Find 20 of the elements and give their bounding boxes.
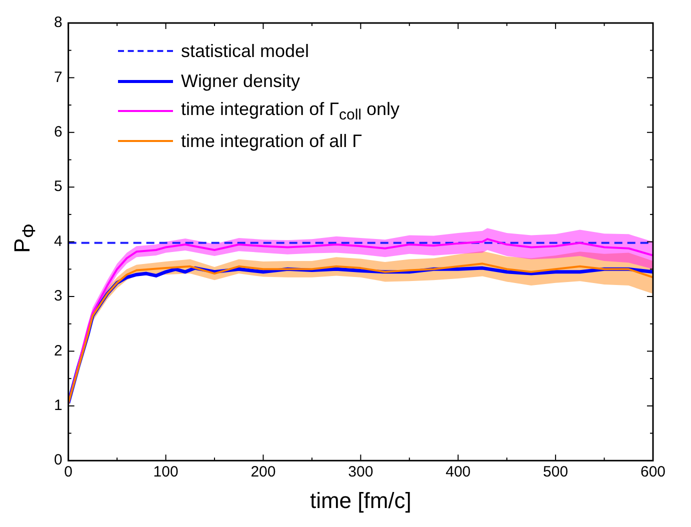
legend-label: Wigner density	[181, 70, 300, 92]
x-tick-label: 500	[543, 464, 568, 481]
y-tick-label: 0	[54, 452, 62, 469]
y-tick-label: 2	[54, 342, 62, 360]
y-tick-label: 3	[54, 288, 62, 305]
x-tick-label: 200	[250, 464, 276, 481]
legend-label: time integration of Γ$_{coll}$ only	[181, 98, 400, 124]
legend-label: time integration of all Γ	[181, 130, 362, 152]
legend-label: statistical model	[181, 40, 310, 62]
x-tick-label: 300	[348, 464, 374, 481]
x-axis-title: time [fm/c]	[310, 488, 412, 513]
y-tick-label: 5	[54, 178, 62, 196]
x-tick-label: 400	[446, 464, 471, 481]
y-tick-label: 4	[54, 232, 62, 250]
y-tick-label: 6	[54, 124, 62, 141]
x-tick-label: 100	[153, 464, 178, 481]
y-tick-label: 1	[54, 397, 62, 414]
y-tick-label: 7	[54, 68, 62, 86]
x-tick-label: 600	[640, 464, 666, 481]
y-tick-label: 8	[54, 14, 62, 32]
